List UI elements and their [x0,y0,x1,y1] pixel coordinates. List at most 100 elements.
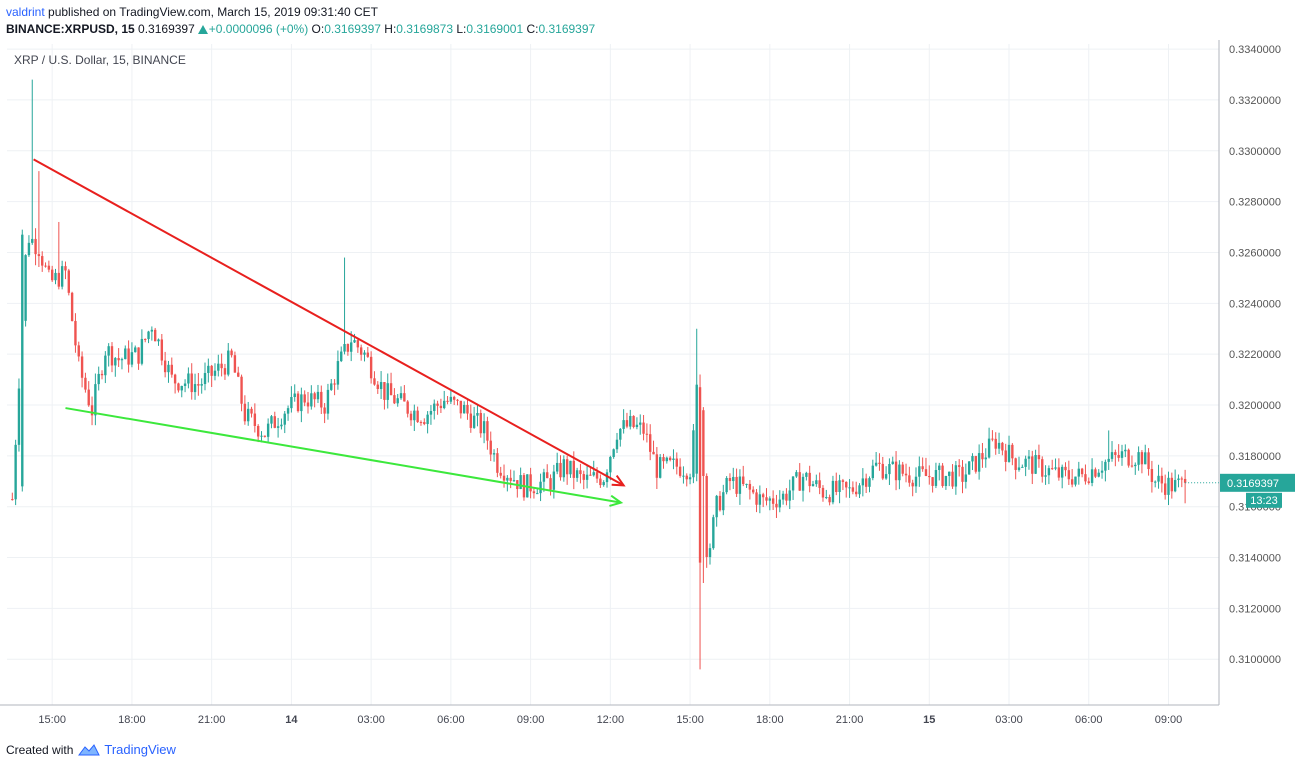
candle-body [698,387,702,563]
candle-body [904,473,908,476]
candle-body [801,476,805,491]
candle-body [579,470,582,475]
candle-body [1034,455,1037,474]
candle-body [1017,467,1021,470]
candle-body [1074,476,1077,485]
candle-body [64,266,67,271]
y-tick-label: 0.3140000 [1229,553,1281,565]
countdown-tag-label: 13:23 [1250,495,1278,507]
candle-body [1047,468,1051,476]
y-tick-label: 0.3300000 [1229,146,1281,158]
candle-body [874,462,878,466]
candle-body [273,416,276,428]
candle-body [67,270,70,293]
x-tick-label: 15 [923,714,935,726]
candle-body [702,410,705,476]
candle-body [197,384,200,386]
candle-body [137,347,140,364]
candle-body [300,394,303,412]
candle-body [715,495,718,518]
candle-body [662,457,665,462]
candle-body [539,481,542,494]
candle-body [1077,468,1080,477]
candle-body [217,363,220,371]
candle-body [532,491,536,494]
candle-body [565,459,569,475]
candle-body [788,490,791,501]
candle-body [502,475,506,481]
candle-body [639,422,642,425]
candle-body [665,457,669,462]
last-price-tag [1220,473,1295,492]
candle-body [60,266,64,287]
candle-body [436,403,439,406]
chart-title: XRP / U.S. Dollar, 15, BINANCE [14,53,186,67]
candle-body [462,404,466,414]
candle-body [283,413,286,425]
candle-body [449,396,453,402]
candle-body [369,356,373,379]
candle-body [901,464,904,474]
candle-body [957,465,961,467]
candle-body [167,364,170,373]
candle-body [187,373,190,384]
candle-body [230,350,233,356]
candle-body [871,465,875,479]
candle-body [1051,468,1054,470]
candle-body [446,400,449,402]
candle-body [147,331,150,340]
candle-body [343,344,346,352]
candle-body [519,475,522,490]
price-chart[interactable]: 0.31000000.31200000.31400000.31600000.31… [0,40,1295,740]
candle-body [768,498,772,501]
y-tick-label: 0.3240000 [1229,298,1281,310]
candle-body [41,256,44,266]
candle-body [864,478,868,487]
candle-body [313,393,316,400]
candle-body [944,475,948,487]
candle-body [489,440,492,455]
candle-body [439,405,443,409]
price-change: +0.0000096 (+0%) [208,22,309,36]
candle-body [114,358,117,366]
candle-body [1100,470,1104,473]
candle-body [529,474,532,492]
candle-body [11,499,14,501]
candle-body [835,480,838,493]
candle-body [745,483,748,485]
candle-body [625,420,629,427]
x-tick-label: 15:00 [676,714,704,726]
candle-body [144,338,147,340]
up-arrow-icon [197,25,208,34]
candle-body [24,255,27,321]
candle-body [778,499,781,508]
tradingview-link[interactable]: TradingView [104,742,176,757]
candle-body [280,424,283,427]
candle-body [609,456,612,473]
candle-body [303,394,306,403]
candle-body [1070,479,1074,485]
candle-body [858,485,861,495]
author-link[interactable]: valdrint [6,5,45,19]
candle-body [997,442,1001,449]
x-tick-label: 14 [285,714,298,726]
candle-body [346,344,350,352]
chart-axes: 0.31000000.31200000.31400000.31600000.31… [0,40,1295,726]
candle-body [705,475,708,558]
last-price-tag-label: 0.3169397 [1227,478,1279,490]
candle-body [805,472,808,477]
candle-body [921,466,924,470]
candle-body [260,435,263,437]
candle-body [722,492,725,511]
candle-body [124,348,127,360]
y-tick-label: 0.3120000 [1229,603,1281,615]
candle-body [17,388,21,445]
candle-body [104,355,107,376]
candle-body [356,340,360,348]
candle-body [668,457,672,461]
candle-body [1160,475,1164,484]
candle-body [350,342,353,352]
candle-body [838,480,841,493]
candle-body [423,422,426,425]
candle-body [1021,466,1024,468]
